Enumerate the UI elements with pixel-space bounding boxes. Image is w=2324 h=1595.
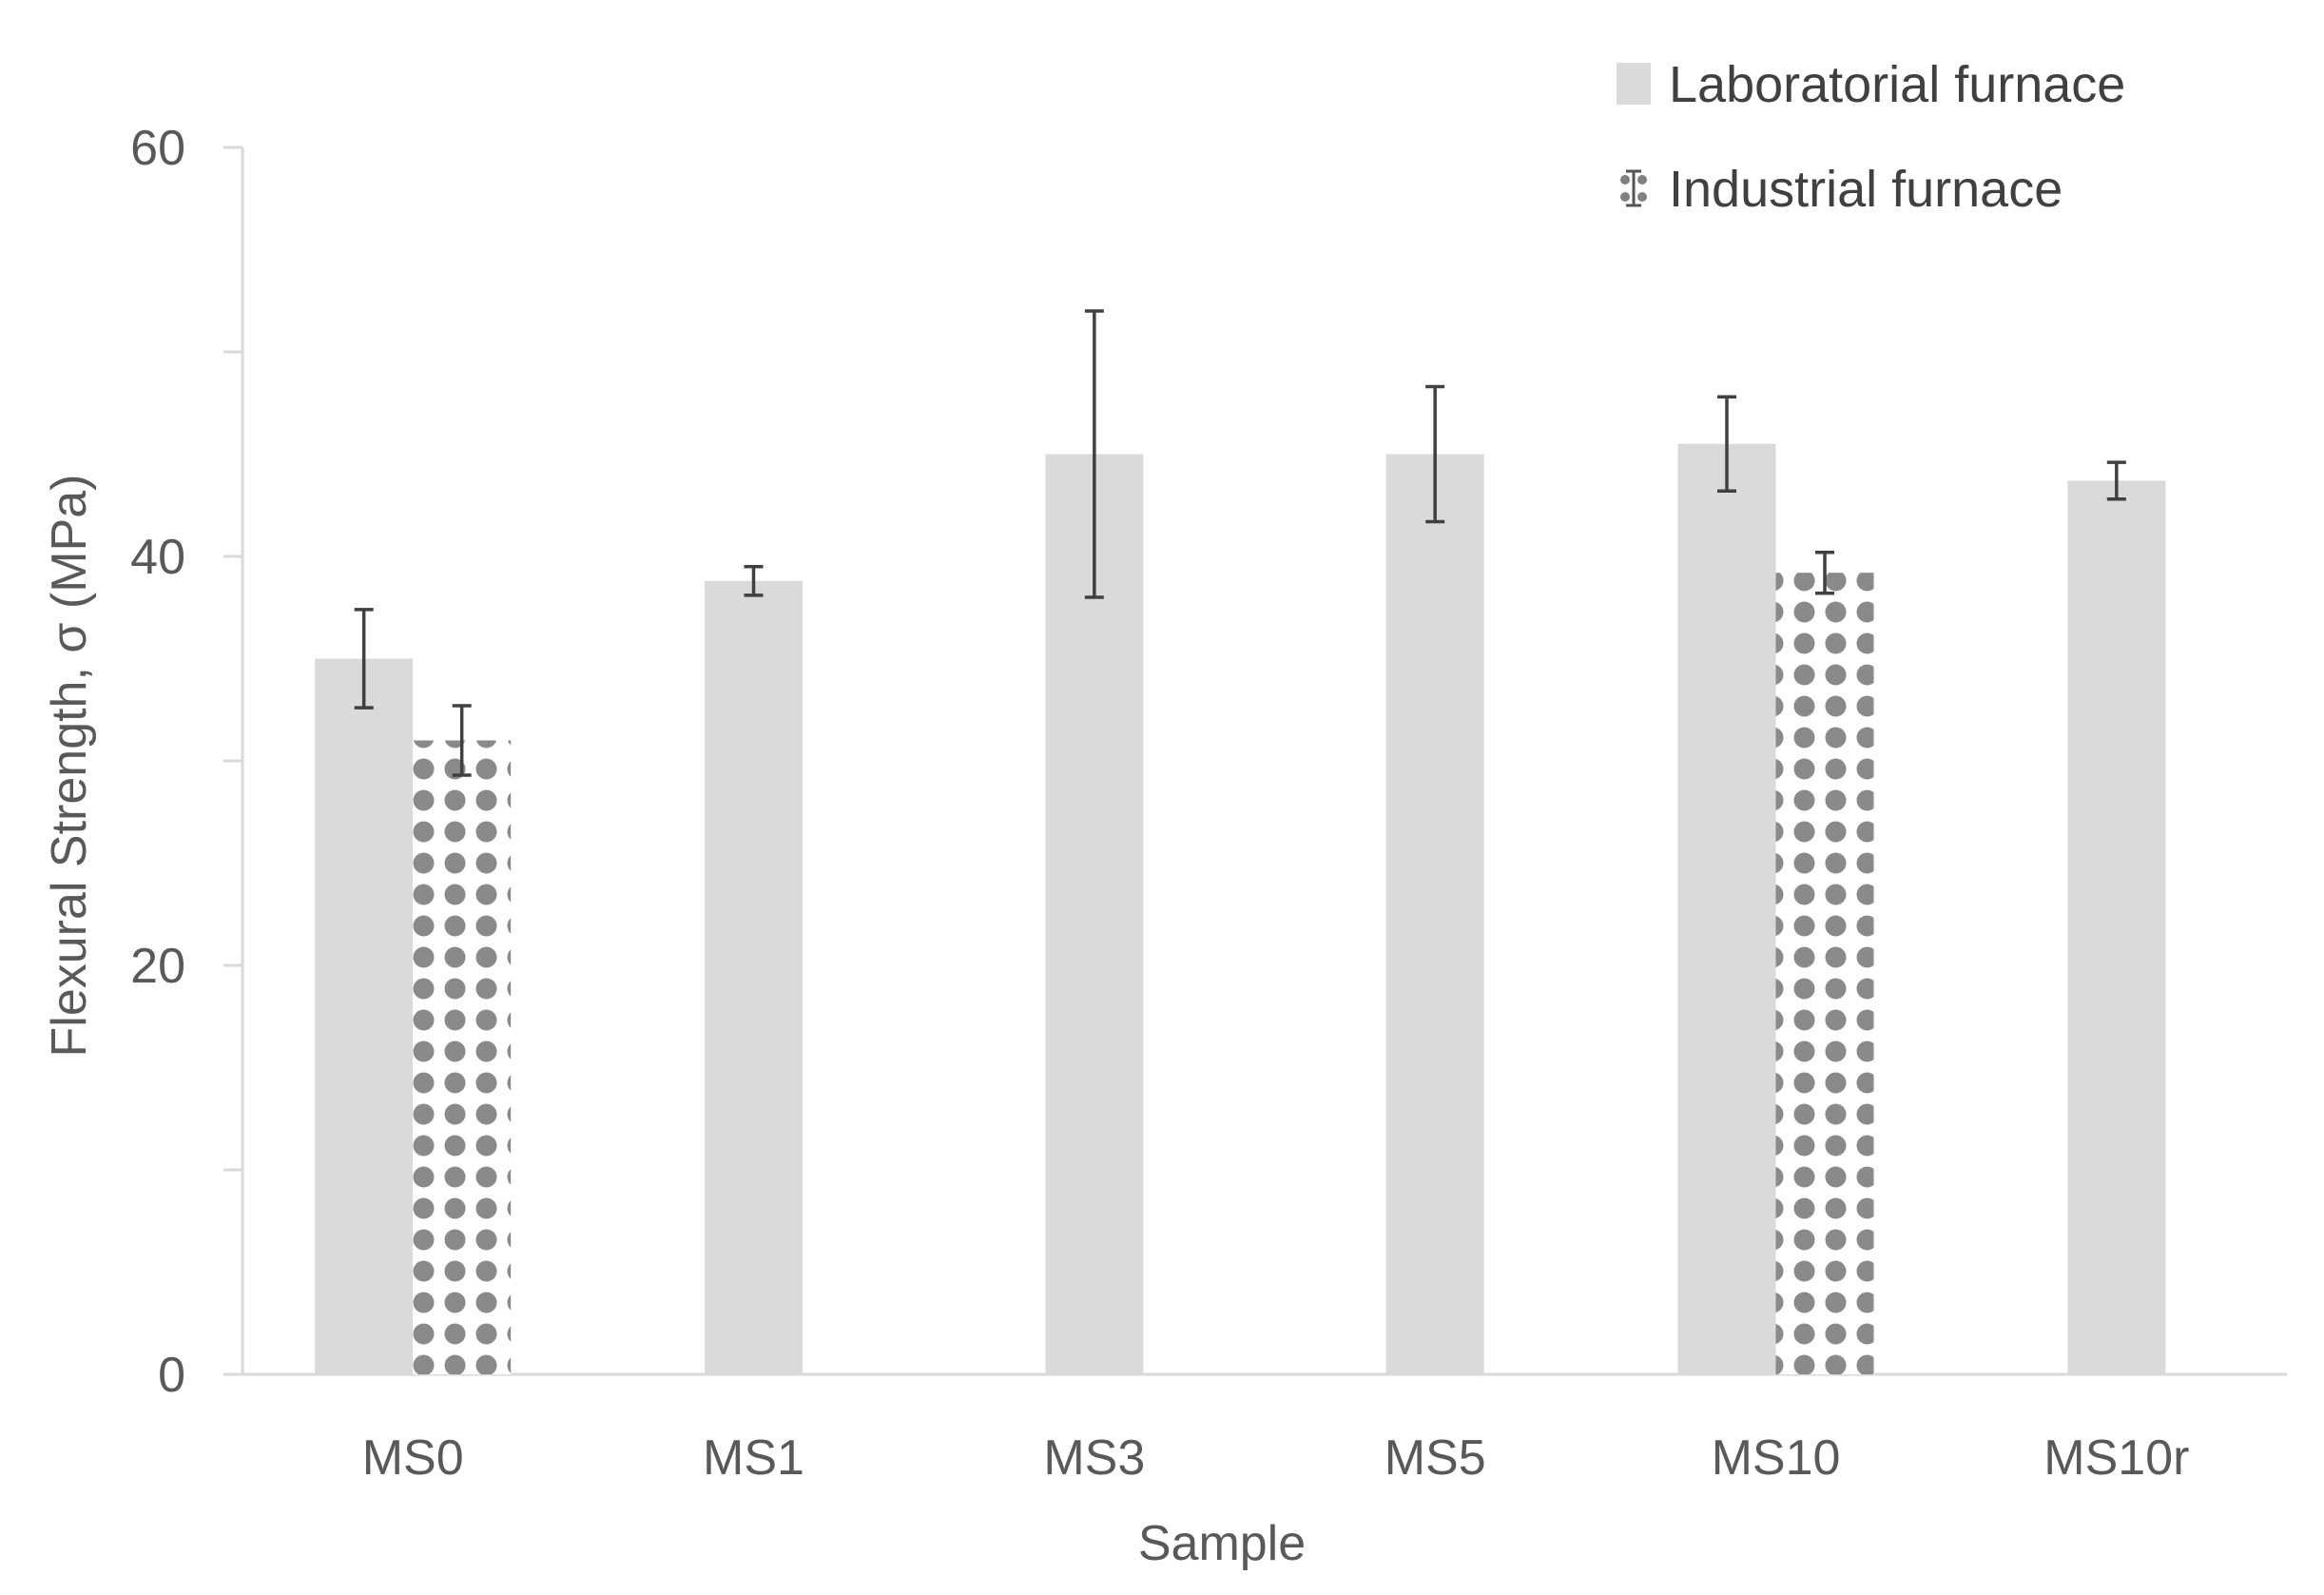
bar-laboratorial-ms3	[1045, 454, 1144, 1374]
bar-laboratorial-ms1	[705, 580, 803, 1374]
y-tick-label: 20	[130, 939, 185, 994]
legend-label: Industrial furnace	[1669, 161, 2063, 218]
x-tick-label: MS10	[1712, 1430, 1841, 1486]
legend-swatch-dot	[1620, 192, 1630, 202]
y-axis-title: Flexural Strength, σ (MPa)	[42, 475, 97, 1058]
error-bar-laboratorial-ms5	[1425, 384, 1445, 524]
legend-swatch-dot	[1637, 192, 1647, 202]
bar-industrial-ms10	[1775, 573, 1874, 1374]
error-bar-laboratorial-ms10	[1717, 395, 1736, 493]
x-tick-label: MS1	[703, 1430, 804, 1486]
legend-swatch	[1620, 169, 1647, 207]
error-bar-laboratorial-ms0	[354, 608, 374, 710]
y-tick-label: 60	[130, 121, 185, 176]
legend-label: Laboratorial furnace	[1669, 56, 2125, 113]
bar-laboratorial-ms0	[315, 658, 414, 1374]
bar-laboratorial-ms5	[1385, 454, 1484, 1374]
x-axis-title: Sample	[1138, 1516, 1306, 1571]
legend-swatch-dot	[1620, 175, 1630, 185]
x-tick-label: MS10r	[2043, 1430, 2189, 1486]
legend-swatch-dot	[1637, 175, 1647, 185]
bar-laboratorial-ms10	[1677, 443, 1776, 1374]
bar-laboratorial-ms10r	[2067, 480, 2166, 1374]
error-bar-laboratorial-ms10r	[2106, 460, 2126, 501]
legend-item-industrial: Industrial furnace	[1620, 161, 2063, 218]
error-bar-industrial-ms10	[1815, 550, 1834, 595]
error-bar-industrial-ms0	[452, 704, 472, 777]
bar-industrial-ms0	[413, 740, 512, 1374]
y-tick-label: 40	[130, 530, 185, 585]
x-tick-label: MS5	[1385, 1430, 1486, 1486]
error-bar-laboratorial-ms1	[744, 565, 764, 597]
legend-swatch	[1617, 63, 1651, 105]
y-tick-label: 0	[158, 1348, 185, 1403]
x-tick-label: MS0	[362, 1430, 464, 1486]
legend-item-laboratorial: Laboratorial furnace	[1617, 56, 2125, 113]
x-tick-label: MS3	[1043, 1430, 1145, 1486]
error-bar-laboratorial-ms3	[1084, 309, 1104, 599]
